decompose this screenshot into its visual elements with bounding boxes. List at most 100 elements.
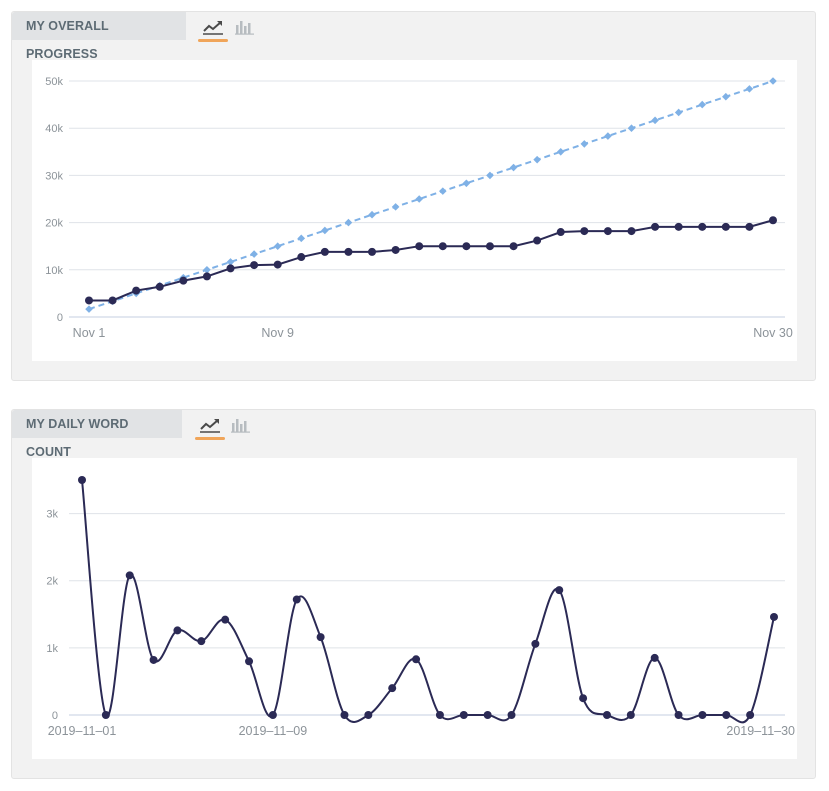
- data-point[interactable]: [698, 100, 707, 109]
- data-point[interactable]: [297, 253, 306, 262]
- data-point[interactable]: [226, 264, 235, 273]
- data-point[interactable]: [509, 163, 518, 172]
- data-point[interactable]: [388, 684, 397, 693]
- data-point[interactable]: [368, 210, 376, 219]
- data-point[interactable]: [391, 245, 400, 254]
- data-point[interactable]: [627, 227, 636, 236]
- data-point[interactable]: [769, 77, 777, 85]
- data-point[interactable]: [674, 222, 683, 231]
- series-line: [88, 80, 774, 311]
- data-point[interactable]: [509, 242, 518, 251]
- data-point[interactable]: [202, 272, 211, 281]
- data-point[interactable]: [268, 711, 277, 719]
- data-point[interactable]: [250, 261, 259, 270]
- data-point[interactable]: [769, 216, 777, 225]
- bar-chart-view-button[interactable]: [226, 414, 256, 436]
- data-point[interactable]: [344, 218, 353, 227]
- line-chart-icon: [203, 21, 223, 35]
- data-point[interactable]: [85, 305, 93, 313]
- data-point[interactable]: [132, 286, 141, 295]
- data-point[interactable]: [485, 242, 494, 251]
- data-point[interactable]: [438, 187, 447, 195]
- data-point[interactable]: [459, 711, 468, 719]
- data-point[interactable]: [579, 694, 588, 703]
- data-point[interactable]: [203, 266, 211, 274]
- data-point[interactable]: [556, 228, 565, 237]
- data-point[interactable]: [108, 296, 117, 305]
- data-point[interactable]: [580, 227, 589, 236]
- data-point[interactable]: [651, 222, 660, 231]
- data-point[interactable]: [245, 657, 254, 666]
- data-point[interactable]: [626, 711, 635, 719]
- data-point[interactable]: [344, 247, 353, 256]
- data-point[interactable]: [316, 633, 325, 642]
- series-solid-circle: [85, 216, 777, 305]
- data-point[interactable]: [340, 711, 349, 719]
- data-point[interactable]: [250, 250, 258, 258]
- data-point[interactable]: [462, 242, 471, 251]
- y-tick-label: 0: [52, 710, 58, 722]
- data-point[interactable]: [368, 247, 377, 256]
- data-point[interactable]: [556, 148, 565, 156]
- data-point[interactable]: [155, 282, 164, 291]
- data-point[interactable]: [321, 226, 329, 235]
- data-point[interactable]: [415, 242, 424, 251]
- data-point[interactable]: [149, 655, 158, 664]
- data-point[interactable]: [533, 155, 541, 164]
- x-tick-label: Nov 9: [261, 326, 294, 340]
- data-point[interactable]: [173, 626, 182, 635]
- data-point[interactable]: [533, 236, 542, 245]
- daily-word-count-title: MY DAILY WORD COUNT: [12, 410, 182, 459]
- data-point[interactable]: [297, 234, 306, 243]
- data-point[interactable]: [580, 140, 589, 148]
- data-point[interactable]: [698, 222, 707, 231]
- data-point[interactable]: [627, 124, 636, 132]
- data-point[interactable]: [221, 615, 230, 624]
- data-point[interactable]: [101, 711, 110, 719]
- data-point[interactable]: [438, 242, 447, 251]
- data-point[interactable]: [78, 476, 86, 484]
- data-point[interactable]: [745, 222, 754, 231]
- data-point[interactable]: [197, 637, 206, 646]
- data-point[interactable]: [722, 92, 730, 101]
- data-point[interactable]: [292, 595, 301, 604]
- data-point[interactable]: [179, 276, 188, 285]
- data-point[interactable]: [555, 586, 564, 595]
- data-point[interactable]: [391, 203, 400, 211]
- bar-chart-view-button[interactable]: [230, 16, 260, 38]
- data-point[interactable]: [486, 171, 494, 180]
- data-point[interactable]: [603, 227, 612, 236]
- line-chart-view-button[interactable]: [195, 414, 225, 440]
- data-point[interactable]: [698, 711, 707, 719]
- data-point[interactable]: [650, 653, 659, 662]
- data-point[interactable]: [412, 655, 421, 664]
- line-chart-view-button[interactable]: [198, 16, 228, 42]
- data-point[interactable]: [125, 571, 134, 580]
- data-point[interactable]: [462, 179, 471, 188]
- y-axis: 0 1k 2k 3k: [46, 509, 58, 722]
- data-point[interactable]: [602, 711, 611, 719]
- daily-word-count-panel: MY DAILY WORD COUNT 0 1k 2k 3k 2019–11–01 201…: [11, 409, 816, 779]
- data-point[interactable]: [507, 711, 516, 719]
- data-point[interactable]: [415, 195, 424, 203]
- y-tick-label: 2k: [46, 576, 58, 588]
- series-line: [89, 219, 774, 302]
- data-point[interactable]: [722, 711, 731, 719]
- data-point[interactable]: [721, 222, 730, 231]
- data-point[interactable]: [273, 260, 282, 269]
- data-point[interactable]: [746, 711, 755, 719]
- data-point[interactable]: [745, 85, 754, 93]
- data-point[interactable]: [604, 132, 612, 140]
- data-point[interactable]: [320, 247, 329, 256]
- data-point[interactable]: [674, 108, 683, 117]
- data-point[interactable]: [770, 612, 778, 621]
- data-point[interactable]: [651, 116, 659, 125]
- data-point[interactable]: [364, 711, 373, 719]
- data-point[interactable]: [85, 296, 93, 305]
- data-point[interactable]: [483, 711, 492, 719]
- data-point[interactable]: [273, 242, 282, 250]
- data-point[interactable]: [226, 258, 235, 266]
- data-point[interactable]: [531, 639, 540, 648]
- data-point[interactable]: [435, 711, 444, 719]
- data-point[interactable]: [674, 711, 683, 719]
